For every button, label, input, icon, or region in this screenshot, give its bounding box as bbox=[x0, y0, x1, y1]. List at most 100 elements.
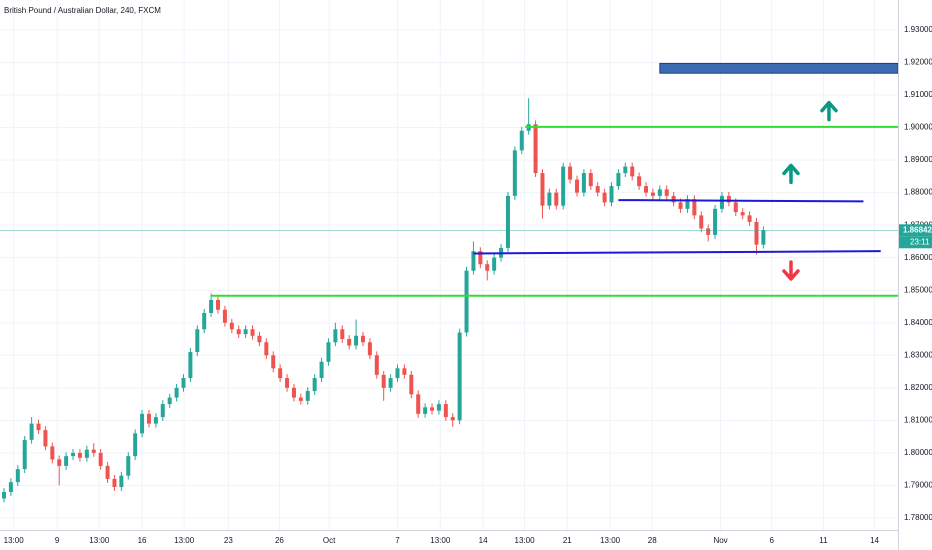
candle-body bbox=[98, 452, 103, 466]
candle-body bbox=[726, 195, 731, 203]
x-tick-label: 6 bbox=[769, 536, 774, 545]
candle-body bbox=[222, 309, 227, 323]
candle-body bbox=[485, 264, 490, 271]
candle-body bbox=[57, 459, 62, 466]
x-tick-label: 23 bbox=[224, 536, 233, 545]
candle-body bbox=[540, 173, 545, 206]
candle-body bbox=[630, 166, 635, 177]
candle-body bbox=[29, 423, 34, 440]
candle-body bbox=[692, 199, 697, 216]
candle-body bbox=[733, 202, 738, 213]
candle-body bbox=[457, 332, 462, 421]
y-tick-label: 1.91000 bbox=[904, 90, 932, 99]
candle-body bbox=[650, 192, 655, 196]
y-tick-label: 1.83000 bbox=[904, 350, 932, 359]
candle-body bbox=[505, 195, 510, 248]
y-tick-label: 1.93000 bbox=[904, 25, 932, 34]
x-tick-label: 13:00 bbox=[174, 536, 195, 545]
y-tick-label: 1.86000 bbox=[904, 253, 932, 262]
candle-body bbox=[602, 192, 607, 203]
candle-body bbox=[15, 469, 20, 483]
candle-body bbox=[657, 189, 662, 196]
candle-body bbox=[533, 124, 538, 174]
x-tick-label: 13:00 bbox=[89, 536, 110, 545]
candle-body bbox=[644, 186, 649, 193]
candle-body bbox=[71, 452, 76, 457]
candle-body bbox=[664, 189, 669, 196]
price-label-bg bbox=[899, 224, 932, 237]
candle-body bbox=[547, 192, 552, 206]
candle-body bbox=[388, 378, 393, 388]
candle-body bbox=[43, 430, 48, 447]
candle-body bbox=[685, 199, 690, 209]
candle-body bbox=[105, 465, 110, 479]
candle-body bbox=[84, 449, 89, 458]
candle-body bbox=[416, 394, 421, 414]
candle-body bbox=[512, 150, 517, 196]
trend-line bbox=[473, 250, 881, 255]
candle-body bbox=[250, 329, 255, 336]
candle-body bbox=[119, 475, 124, 488]
candle-body bbox=[243, 329, 248, 335]
x-tick-label: 11 bbox=[819, 536, 828, 545]
y-tick-label: 1.82000 bbox=[904, 383, 932, 392]
candle-body bbox=[50, 446, 55, 460]
candle-body bbox=[574, 179, 579, 193]
target-box bbox=[659, 62, 899, 74]
candle-body bbox=[423, 407, 428, 414]
x-tick-label: 14 bbox=[479, 536, 488, 545]
candle-body bbox=[430, 407, 435, 411]
candle-body bbox=[713, 208, 718, 235]
x-tick-label: 28 bbox=[648, 536, 657, 545]
x-tick-label: Nov bbox=[713, 536, 727, 545]
y-tick-label: 1.84000 bbox=[904, 318, 932, 327]
candle-body bbox=[519, 130, 524, 151]
candle-body bbox=[581, 173, 586, 193]
candle-body bbox=[167, 397, 172, 405]
candle-body bbox=[595, 186, 600, 193]
candle-body bbox=[609, 186, 614, 203]
candle-body bbox=[588, 173, 593, 187]
candle-body bbox=[561, 166, 566, 206]
y-tick-label: 1.80000 bbox=[904, 448, 932, 457]
candle-body bbox=[699, 215, 704, 229]
candle-body bbox=[257, 335, 262, 343]
candle-body bbox=[740, 212, 745, 216]
candle-body bbox=[133, 433, 138, 457]
candle-body bbox=[298, 397, 303, 401]
y-tick-label: 1.78000 bbox=[904, 513, 932, 522]
candle-body bbox=[216, 299, 221, 310]
x-tick-label: 9 bbox=[55, 536, 60, 545]
x-tick-label: 16 bbox=[138, 536, 147, 545]
candle-body bbox=[623, 166, 628, 174]
x-tick-label: 14 bbox=[870, 536, 879, 545]
candle-body bbox=[381, 374, 386, 388]
candle-body bbox=[360, 335, 365, 343]
arrow bbox=[782, 163, 800, 185]
candle-body bbox=[174, 387, 179, 398]
candle-body bbox=[291, 387, 296, 398]
candle-body bbox=[126, 456, 131, 476]
candle-body bbox=[146, 413, 151, 424]
candle-body bbox=[443, 404, 448, 418]
candle-body bbox=[450, 417, 455, 421]
chart-title: British Pound / Australian Dollar, 240, … bbox=[4, 6, 161, 15]
candle-body bbox=[637, 176, 642, 187]
x-tick-label: 13:00 bbox=[4, 536, 25, 545]
candle-body bbox=[64, 456, 69, 466]
candle-body bbox=[754, 221, 759, 245]
candle-body bbox=[153, 417, 158, 424]
candle-body bbox=[409, 374, 414, 395]
candle-body bbox=[236, 329, 241, 335]
candle-body bbox=[2, 491, 7, 499]
trend-line bbox=[618, 199, 864, 203]
y-tick-label: 1.85000 bbox=[904, 285, 932, 294]
x-tick-label: 13:00 bbox=[430, 536, 451, 545]
candle-body bbox=[747, 215, 752, 222]
candle-body bbox=[264, 342, 269, 356]
y-tick-label: 1.92000 bbox=[904, 58, 932, 67]
candle-body bbox=[347, 339, 352, 346]
candle-body bbox=[278, 368, 283, 379]
